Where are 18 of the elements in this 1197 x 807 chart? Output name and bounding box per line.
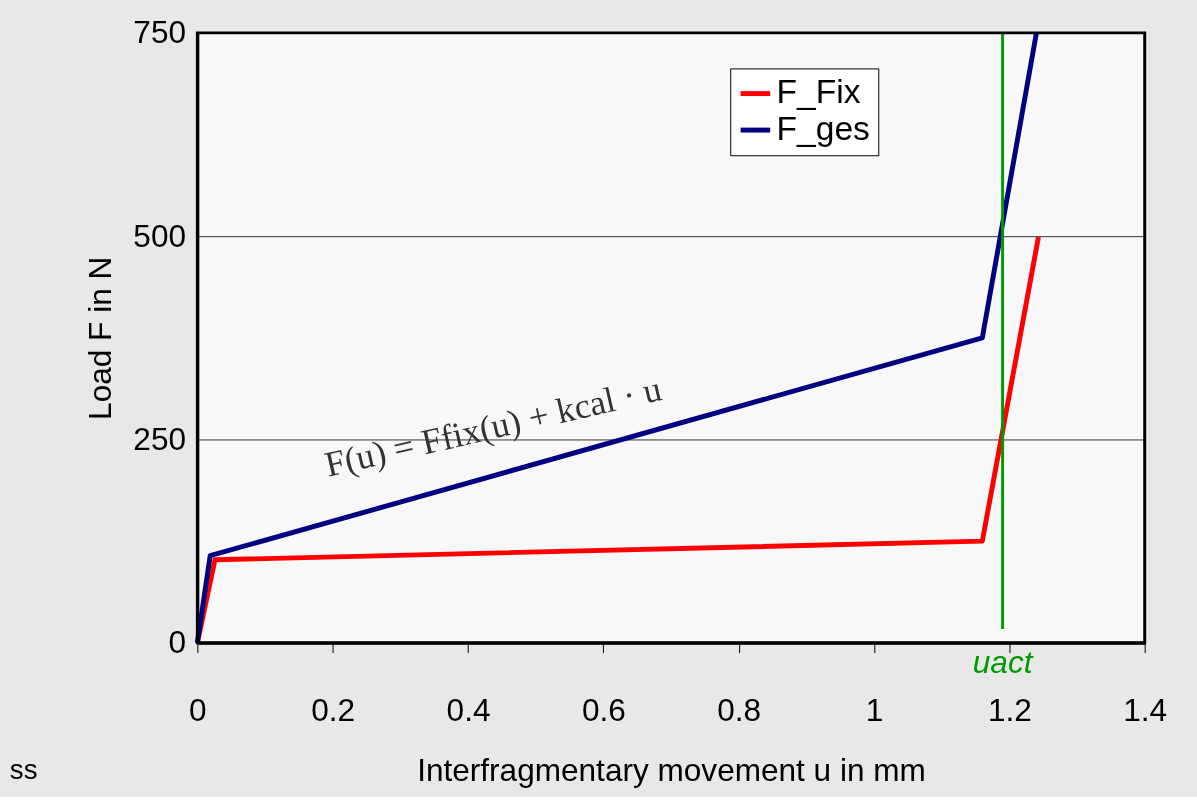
x-tick-label: 0.8 [717, 692, 762, 729]
x-tick-label: 0.6 [581, 692, 626, 729]
legend-label: F_Fix [776, 73, 861, 111]
legend-label: F_ges [776, 109, 870, 147]
y-tick-label: 500 [133, 217, 187, 254]
x-tick-label: 1.2 [987, 692, 1032, 729]
y-tick-label: 250 [133, 420, 187, 457]
x-tick-label: 1 [865, 692, 884, 729]
x-tick-label: 1.4 [1123, 692, 1168, 729]
annotation: F(u) = Ffix(u) + kcal · u [321, 368, 666, 485]
x-axis-title: Interfragmentary movement u in mm [417, 752, 926, 789]
y-axis-title: Load F in N [81, 256, 118, 420]
ref-line-label: uact [972, 644, 1034, 681]
x-tick-label: 0.2 [311, 692, 356, 729]
y-tick-label: 750 [133, 14, 187, 51]
x-tick-label: 0.4 [446, 692, 491, 729]
text: ss [9, 753, 38, 785]
y-tick-label: 0 [168, 624, 187, 661]
